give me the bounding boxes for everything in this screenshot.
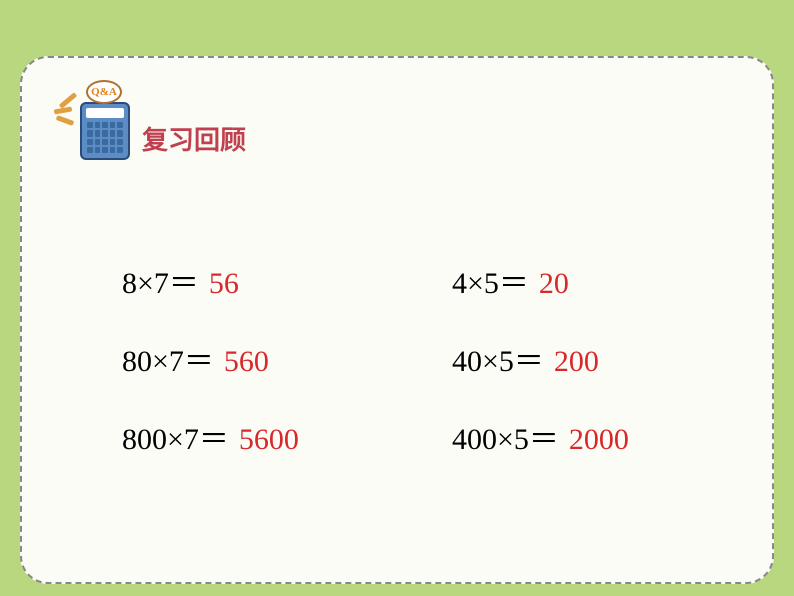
expression: 40×5＝: [452, 336, 544, 380]
expression: 8×7＝: [122, 258, 199, 302]
equation-cell: 40×5＝ 200: [452, 336, 599, 380]
answer: 560: [224, 345, 269, 379]
expression: 4×5＝: [452, 258, 529, 302]
equation-row: 80×7＝ 560 40×5＝ 200: [122, 336, 732, 380]
expression: 80×7＝: [122, 336, 214, 380]
equation-cell: 8×7＝ 56: [122, 258, 452, 302]
calculator-icon: Q&A: [70, 84, 138, 162]
answer: 20: [539, 267, 569, 301]
equation-cell: 800×7＝ 5600: [122, 414, 452, 458]
equation-cell: 400×5＝ 2000: [452, 414, 629, 458]
equation-row: 8×7＝ 56 4×5＝ 20: [122, 258, 732, 302]
answer: 200: [554, 345, 599, 379]
answer: 5600: [239, 423, 299, 457]
expression: 400×5＝: [452, 414, 559, 458]
content-panel: Q&A 复习回顾 8×7＝ 56 4×5＝ 20: [20, 56, 774, 584]
section-title: 复习回顾: [142, 120, 246, 157]
equation-cell: 80×7＝ 560: [122, 336, 452, 380]
qa-badge: Q&A: [86, 80, 122, 104]
equation-cell: 4×5＝ 20: [452, 258, 569, 302]
expression: 800×7＝: [122, 414, 229, 458]
review-header: Q&A 复习回顾: [70, 84, 246, 162]
qa-label: Q&A: [91, 86, 117, 98]
answer: 56: [209, 267, 239, 301]
equation-row: 800×7＝ 5600 400×5＝ 2000: [122, 414, 732, 458]
answer: 2000: [569, 423, 629, 457]
equations-grid: 8×7＝ 56 4×5＝ 20 80×7＝ 560 40×5＝ 200 800×…: [122, 258, 732, 492]
